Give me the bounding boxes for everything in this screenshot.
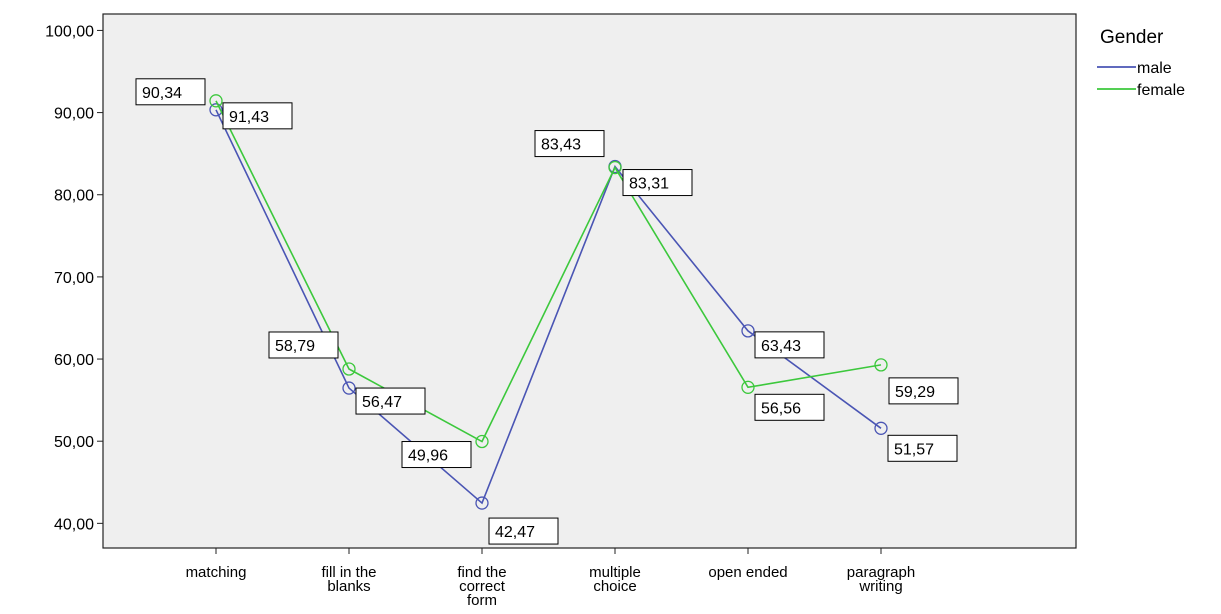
data-label-box: [222, 102, 293, 130]
data-label-text: 51,57: [894, 441, 934, 458]
data-label-male: 51,57: [887, 434, 958, 462]
data-label-text: 58,79: [275, 338, 315, 355]
data-label-text: 83,31: [629, 176, 669, 193]
x-tick-label: open ended: [708, 564, 787, 581]
data-point-female: [741, 380, 755, 394]
legend-label-female: female: [1137, 82, 1185, 99]
x-tick-label-line: fill in the: [321, 564, 376, 581]
data-label-text: 90,34: [142, 85, 182, 102]
data-point-male: [741, 324, 755, 338]
data-label-male: 56,47: [355, 387, 426, 415]
data-label-box: [754, 331, 825, 359]
data-label-female: 83,31: [622, 169, 693, 197]
legend-label-male: male: [1137, 60, 1172, 77]
data-label-text: 91,43: [229, 109, 269, 126]
x-tick-label: find the correct form: [457, 564, 506, 609]
data-label-text: 56,47: [362, 394, 402, 411]
data-point-female: [209, 94, 223, 108]
data-label-box: [534, 130, 605, 158]
data-label-box: [268, 331, 339, 359]
data-label-text: 59,29: [895, 384, 935, 401]
data-point-male: [475, 496, 489, 510]
x-tick-label: multiple choice: [589, 564, 641, 595]
data-label-box: [622, 169, 693, 197]
data-label-male: 42,47: [488, 517, 559, 545]
x-tick-label-line: open ended: [708, 564, 787, 581]
data-label-text: 83,43: [541, 137, 581, 154]
data-point-male: [209, 103, 223, 117]
x-tick-label-line: multiple: [589, 564, 641, 581]
series-line-female: [215, 100, 882, 443]
data-point-male: [342, 381, 356, 395]
data-label-text: 63,43: [761, 338, 801, 355]
y-tick-label: 80,00: [54, 188, 94, 205]
x-tick-label: paragraph writing: [847, 564, 915, 595]
plot-area: [102, 13, 1077, 549]
data-label-female: 56,56: [754, 393, 825, 421]
data-label-female: 58,79: [268, 331, 339, 359]
legend-title: Gender: [1100, 27, 1164, 48]
data-label-box: [754, 393, 825, 421]
x-tick-label-line: matching: [186, 564, 247, 581]
x-tick-label-line: paragraph: [847, 564, 915, 581]
data-point-male: [874, 421, 888, 435]
data-label-box: [888, 377, 959, 405]
data-label-box: [135, 78, 206, 106]
y-tick-label: 70,00: [54, 270, 94, 287]
x-tick-label-line: writing: [858, 578, 902, 595]
data-label-text: 56,56: [761, 400, 801, 417]
data-point-female: [874, 358, 888, 372]
x-tick-label-line: correct: [459, 578, 506, 595]
y-tick-label: 100,00: [45, 23, 94, 40]
data-point-female: [608, 160, 622, 175]
x-tick-label-line: choice: [593, 578, 636, 595]
data-label-male: 90,34: [135, 78, 206, 106]
data-label-male: 83,43: [534, 130, 605, 158]
x-tick-label-line: find the: [457, 564, 506, 581]
data-label-female: 49,96: [401, 441, 472, 469]
x-tick-label-line: blanks: [327, 578, 370, 595]
data-label-box: [355, 387, 426, 415]
data-point-female: [475, 434, 489, 449]
data-point-female: [342, 362, 356, 376]
y-tick-label: 60,00: [54, 352, 94, 369]
data-label-box: [887, 434, 958, 462]
x-tick-label: fill in the blanks: [321, 564, 376, 595]
data-label-text: 42,47: [495, 524, 535, 541]
y-tick-label: 40,00: [54, 516, 94, 533]
x-tick-label: matching: [186, 564, 247, 581]
data-label-box: [401, 441, 472, 469]
y-tick-label: 50,00: [54, 434, 94, 451]
data-label-female: 91,43: [222, 102, 293, 130]
data-label-male: 63,43: [754, 331, 825, 359]
data-label-box: [488, 517, 559, 545]
data-label-female: 59,29: [888, 377, 959, 405]
y-tick-label: 90,00: [54, 106, 94, 123]
data-label-text: 49,96: [408, 448, 448, 465]
x-tick-label-line: form: [467, 592, 497, 609]
